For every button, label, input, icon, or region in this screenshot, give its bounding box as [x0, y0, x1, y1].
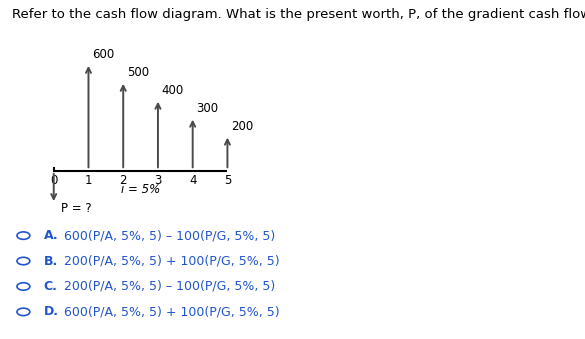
Text: 400: 400 — [161, 84, 184, 97]
Text: 200(P/A, 5%, 5) + 100(P/G, 5%, 5): 200(P/A, 5%, 5) + 100(P/G, 5%, 5) — [56, 255, 279, 267]
Text: 600(P/A, 5%, 5) + 100(P/G, 5%, 5): 600(P/A, 5%, 5) + 100(P/G, 5%, 5) — [56, 305, 279, 318]
Text: B.: B. — [44, 255, 58, 267]
Text: 2: 2 — [119, 174, 127, 187]
Text: 500: 500 — [127, 66, 149, 79]
Text: i = 5%: i = 5% — [121, 183, 160, 196]
Text: 3: 3 — [154, 174, 161, 187]
Text: C.: C. — [44, 280, 58, 293]
Text: 1: 1 — [85, 174, 92, 187]
Text: 0: 0 — [50, 174, 57, 187]
Text: Refer to the cash flow diagram. What is the present worth, P, of the gradient ca: Refer to the cash flow diagram. What is … — [12, 8, 585, 21]
Text: 200: 200 — [231, 120, 253, 133]
Text: 5: 5 — [223, 174, 231, 187]
Text: 600(P/A, 5%, 5) – 100(P/G, 5%, 5): 600(P/A, 5%, 5) – 100(P/G, 5%, 5) — [56, 229, 275, 242]
Text: 4: 4 — [189, 174, 197, 187]
Text: D.: D. — [44, 305, 59, 318]
Text: 600: 600 — [92, 48, 114, 61]
Text: 300: 300 — [196, 102, 218, 115]
Text: A.: A. — [44, 229, 59, 242]
Text: 200(P/A, 5%, 5) – 100(P/G, 5%, 5): 200(P/A, 5%, 5) – 100(P/G, 5%, 5) — [56, 280, 275, 293]
Text: P = ?: P = ? — [61, 202, 91, 215]
